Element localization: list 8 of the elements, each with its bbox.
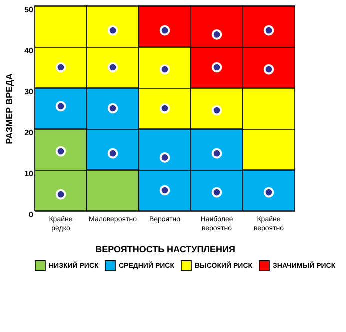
y-tick-label: 30 — [24, 88, 34, 96]
y-tick-label: 0 — [29, 210, 34, 220]
y-tick-label: 10 — [24, 170, 34, 178]
y-tick-label: 50 — [24, 6, 34, 14]
y-axis-title: РАЗМЕР ВРЕДА — [4, 73, 15, 144]
y-tick-label: 20 — [24, 128, 34, 138]
x-axis-title: ВЕРОЯТНОСТЬ НАСТУПЛЕНИЯ — [96, 244, 236, 254]
y-tick-label: 40 — [24, 46, 34, 56]
